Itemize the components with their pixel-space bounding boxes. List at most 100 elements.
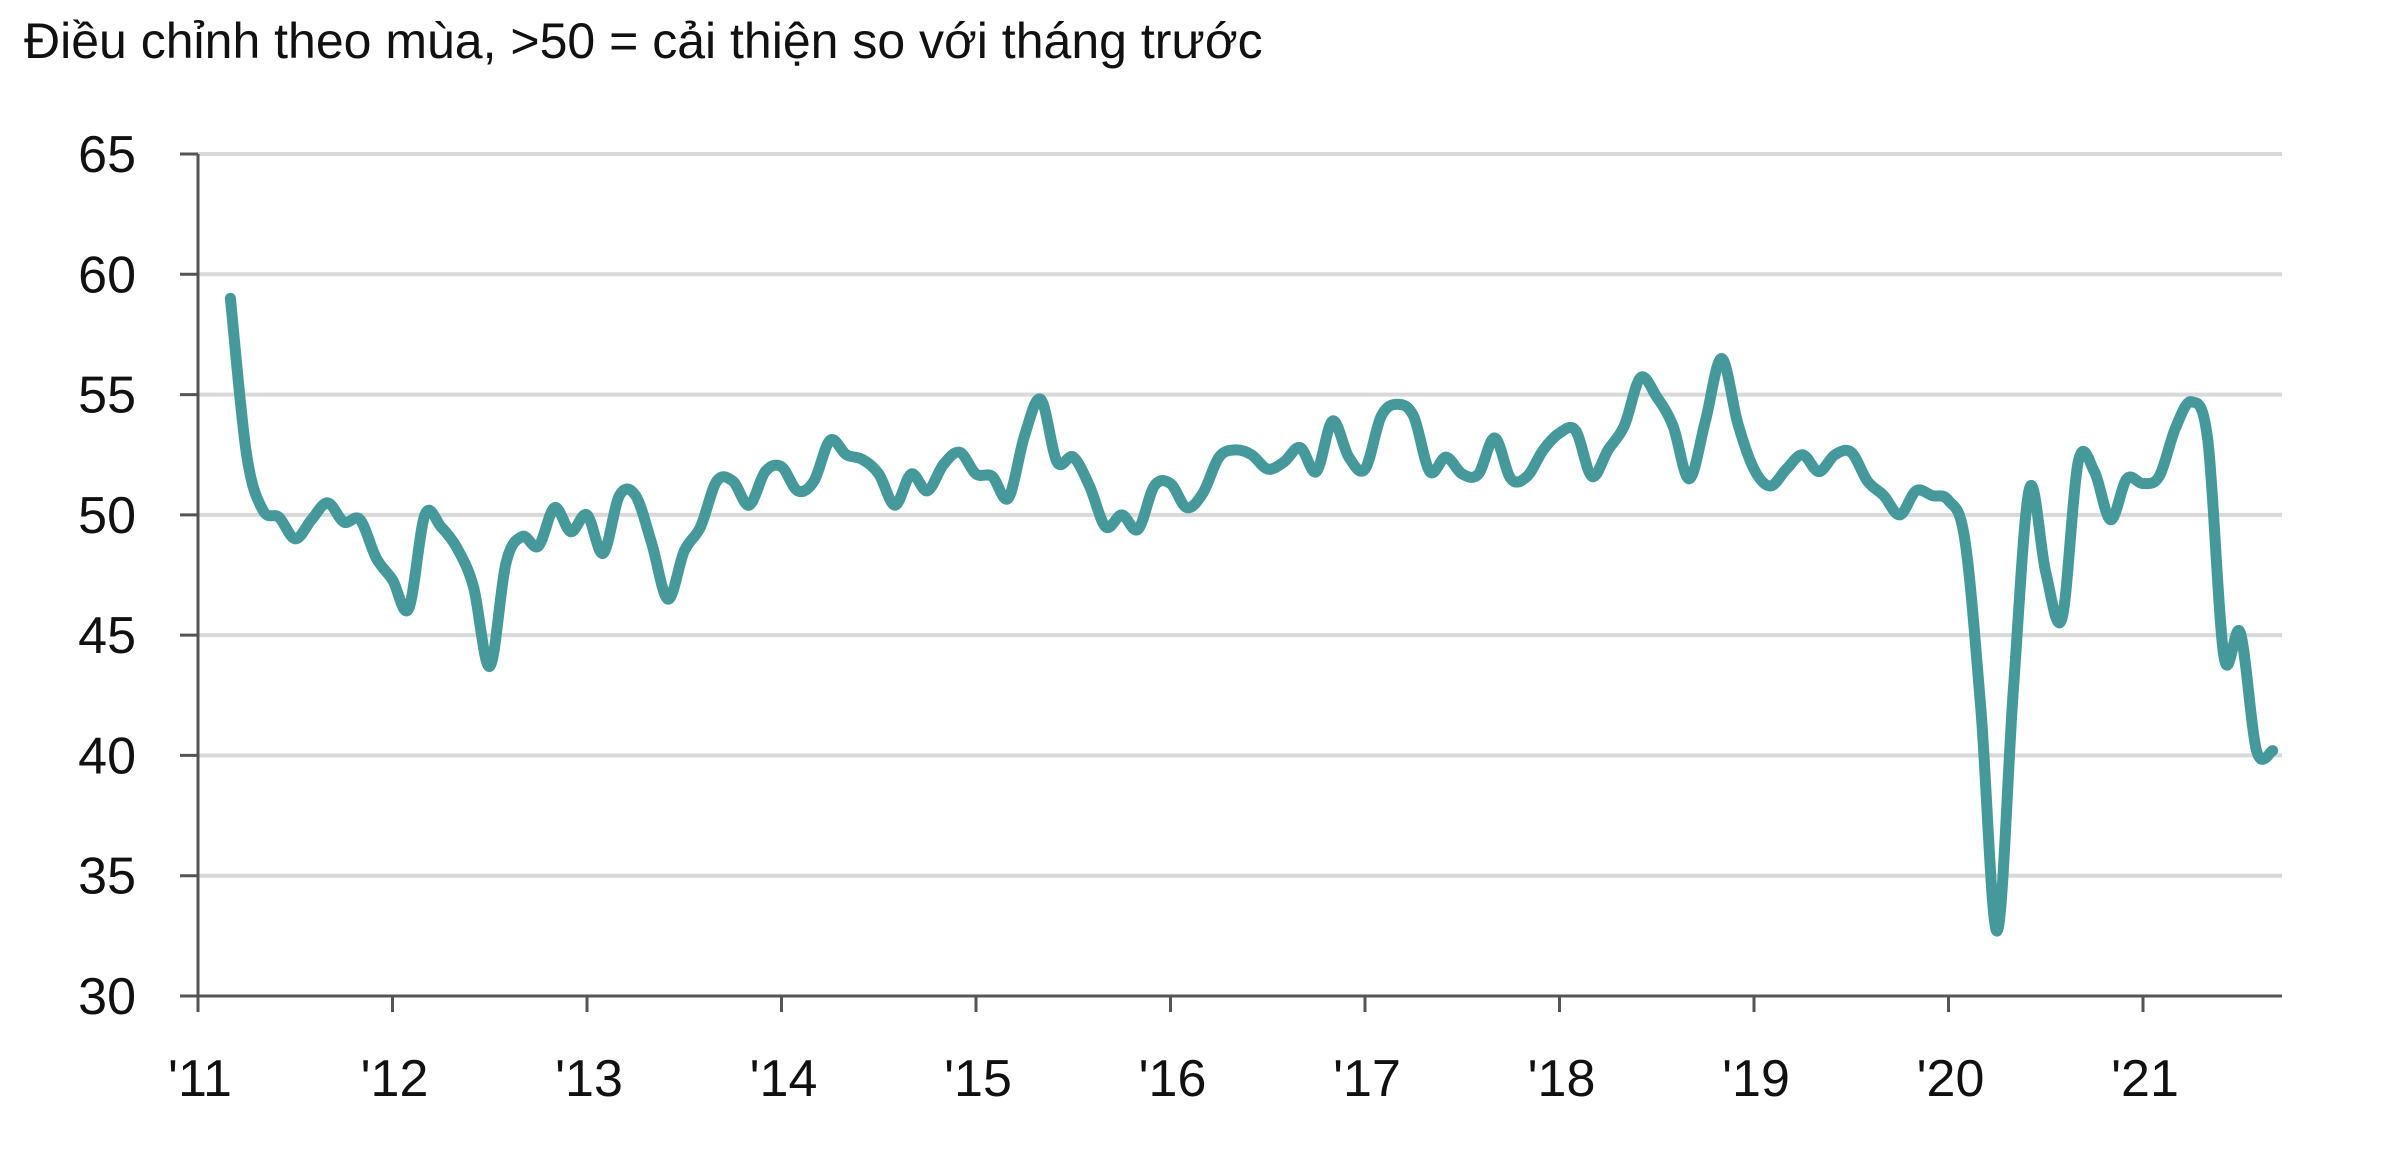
data-point <box>1929 493 1935 499</box>
data-point <box>1038 396 1044 402</box>
x-tick-label: '12 <box>361 1050 429 1108</box>
data-point <box>1589 473 1595 479</box>
data-point <box>1070 454 1076 460</box>
data-point <box>1005 495 1011 501</box>
data-point <box>600 550 606 556</box>
data-point <box>1249 452 1255 458</box>
data-point <box>1184 505 1190 511</box>
data-point <box>1621 423 1627 429</box>
data-point <box>1816 469 1822 475</box>
y-tick-label: 45 <box>78 607 136 665</box>
data-point <box>989 473 995 479</box>
gridlines <box>198 152 2282 878</box>
data-point <box>2108 517 2114 523</box>
data-point <box>260 507 266 513</box>
data-point <box>552 505 558 511</box>
series-line <box>224 292 2279 937</box>
data-point <box>1411 413 1417 419</box>
data-point <box>325 500 331 506</box>
data-point <box>1557 430 1563 436</box>
data-point <box>1848 449 1854 455</box>
data-point <box>1459 471 1465 477</box>
data-point <box>292 536 298 542</box>
data-point <box>1054 459 1060 465</box>
data-point <box>1962 536 1968 542</box>
data-point <box>924 488 930 494</box>
x-tick-label: '17 <box>1333 1050 1401 1108</box>
data-point <box>2027 485 2033 491</box>
data-point <box>1670 423 1676 429</box>
data-point <box>633 493 639 499</box>
data-point <box>1573 428 1579 434</box>
y-tick-label: 50 <box>78 487 136 545</box>
data-point <box>1362 466 1368 472</box>
data-point <box>227 295 233 301</box>
data-point <box>1297 445 1303 451</box>
data-point <box>1378 413 1384 419</box>
data-point <box>1686 476 1692 482</box>
data-point <box>1832 452 1838 458</box>
data-point <box>1313 469 1319 475</box>
data-point <box>1735 420 1741 426</box>
data-point <box>390 577 396 583</box>
y-tick-label: 65 <box>78 126 136 184</box>
data-point <box>1168 481 1174 487</box>
data-point <box>471 584 477 590</box>
data-point <box>1151 483 1157 489</box>
data-point <box>373 555 379 561</box>
data-point <box>1946 497 1952 503</box>
data-point <box>827 437 833 443</box>
series-layer <box>224 292 2279 937</box>
data-point <box>341 519 347 525</box>
data-point <box>1865 478 1871 484</box>
data-point <box>2189 399 2195 405</box>
data-point <box>2075 459 2081 465</box>
data-point <box>973 471 979 477</box>
data-point <box>2124 476 2130 482</box>
data-point <box>1783 466 1789 472</box>
data-point <box>957 449 963 455</box>
data-point <box>1232 447 1238 453</box>
data-point <box>438 524 444 530</box>
data-point <box>454 546 460 552</box>
data-point <box>2172 425 2178 431</box>
x-tick-label: '13 <box>555 1050 623 1108</box>
data-point <box>1508 476 1514 482</box>
data-point <box>568 529 574 535</box>
data-point <box>779 464 785 470</box>
data-point <box>1200 490 1206 496</box>
data-point <box>422 512 428 518</box>
x-tick-label: '11 <box>168 1050 232 1108</box>
data-point <box>244 452 250 458</box>
x-tick-label: '18 <box>1528 1050 1596 1108</box>
data-point <box>2091 469 2097 475</box>
data-point <box>1346 454 1352 460</box>
data-point <box>1524 473 1530 479</box>
x-tick-label: '14 <box>750 1050 818 1108</box>
data-point <box>1897 512 1903 518</box>
data-point <box>309 517 315 523</box>
data-point <box>1638 375 1644 381</box>
data-point <box>714 478 720 484</box>
y-tick-label: 60 <box>78 246 136 304</box>
x-tick-label: '19 <box>1722 1050 1790 1108</box>
y-axis-ticks: 65 60 55 50 45 40 35 30 <box>78 126 198 1026</box>
x-tick-label: '16 <box>1139 1050 1207 1108</box>
data-point <box>1719 356 1725 362</box>
data-point <box>2205 437 2211 443</box>
y-tick-label: 40 <box>78 727 136 785</box>
x-tick-label: '15 <box>944 1050 1012 1108</box>
data-point <box>1654 394 1660 400</box>
data-point <box>2059 615 2065 621</box>
data-point <box>535 543 541 549</box>
data-point <box>1978 707 1984 713</box>
data-point <box>1605 447 1611 453</box>
data-point <box>1913 488 1919 494</box>
data-point <box>2140 481 2146 487</box>
data-point <box>487 663 493 669</box>
x-tick-label: '20 <box>1917 1050 1985 1108</box>
data-point <box>1751 466 1757 472</box>
x-tick-label: '21 <box>2111 1050 2179 1108</box>
data-point <box>876 471 882 477</box>
